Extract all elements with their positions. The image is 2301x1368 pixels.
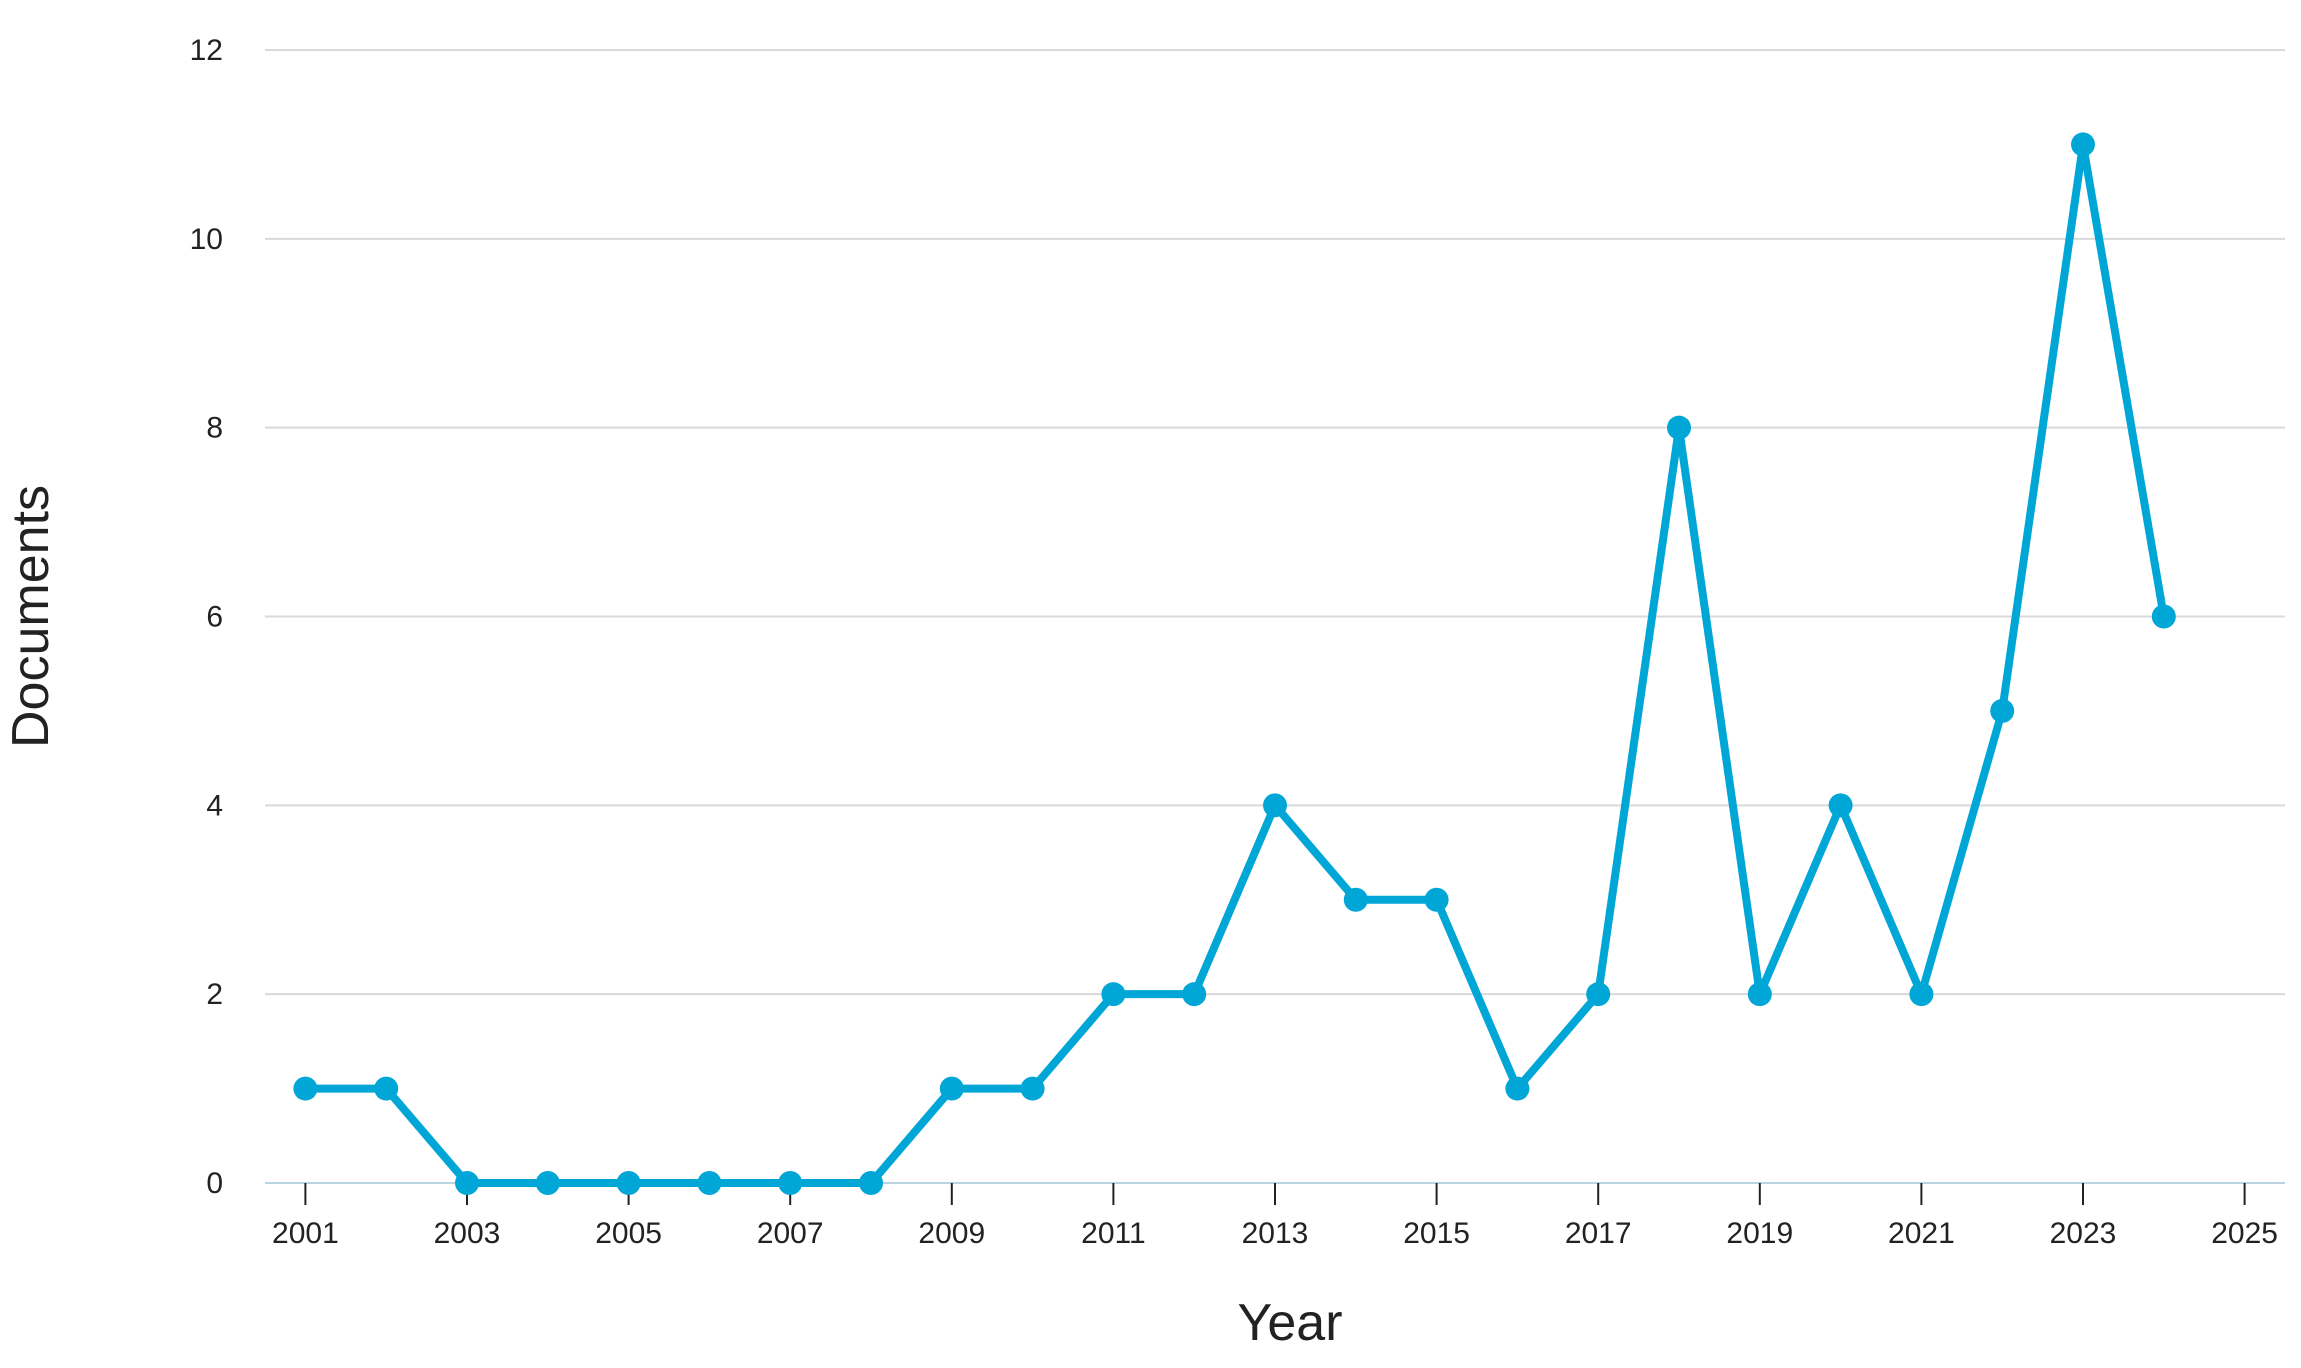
data-point	[535, 1171, 560, 1195]
x-tick-label: 2005	[595, 1217, 662, 1250]
y-tick-label: 12	[190, 34, 223, 67]
data-point	[778, 1171, 803, 1195]
x-axis-title: Year	[1237, 1294, 1342, 1352]
y-tick-label: 4	[206, 789, 223, 822]
data-point	[697, 1171, 722, 1195]
series-line-documents	[301, 140, 2168, 1187]
x-tick-label: 2021	[1888, 1217, 1955, 1250]
data-point	[1828, 793, 1853, 818]
y-tick-label: 6	[206, 601, 223, 634]
x-tick-label: 2007	[757, 1217, 824, 1250]
data-point	[1747, 982, 1772, 1007]
y-tick-label: 8	[206, 412, 223, 445]
data-point	[1909, 982, 1934, 1007]
y-tick-label: 0	[206, 1167, 223, 1200]
series-documents	[301, 140, 2168, 1187]
data-point	[1505, 1076, 1530, 1101]
x-tick-label: 2015	[1403, 1217, 1470, 1250]
data-point	[1263, 793, 1287, 818]
x-tick-label: 2001	[272, 1217, 339, 1250]
x-tick-label: 2023	[2050, 1217, 2117, 1250]
y-tick-label: 2	[206, 978, 223, 1011]
data-point	[859, 1171, 883, 1195]
y-axis-title: Documents	[2, 485, 60, 748]
gridlines	[265, 49, 2285, 1184]
data-point	[1101, 982, 1126, 1007]
x-tick-label: 2017	[1565, 1217, 1632, 1250]
x-tick-label: 2011	[1081, 1217, 1146, 1250]
data-point	[1424, 887, 1449, 912]
data-point	[1667, 415, 1691, 440]
x-tick-label: 2003	[434, 1217, 501, 1250]
data-point	[2151, 604, 2176, 629]
data-point	[1182, 982, 1207, 1007]
data-point	[1586, 982, 1611, 1007]
data-point	[2071, 132, 2095, 157]
data-point	[374, 1076, 399, 1101]
x-tick-label: 2013	[1242, 1217, 1309, 1250]
data-points	[293, 132, 2176, 1195]
x-tick-label: 2019	[1726, 1217, 1793, 1250]
y-axis: 0 2 4 6 8 10 12	[190, 34, 223, 1200]
x-axis: 2001 2003 2005 2007 2009 2011 2013 2015 2017 2019…	[272, 1183, 2278, 1250]
x-tick-label: 2025	[2211, 1217, 2278, 1250]
data-point	[1020, 1076, 1045, 1101]
data-point	[1343, 887, 1368, 912]
data-point	[455, 1171, 479, 1195]
data-point	[1990, 698, 2015, 723]
data-point	[939, 1076, 964, 1101]
data-point	[293, 1076, 318, 1101]
x-tick-label: 2009	[918, 1217, 985, 1250]
data-point	[616, 1171, 641, 1195]
y-tick-label: 10	[190, 223, 223, 256]
